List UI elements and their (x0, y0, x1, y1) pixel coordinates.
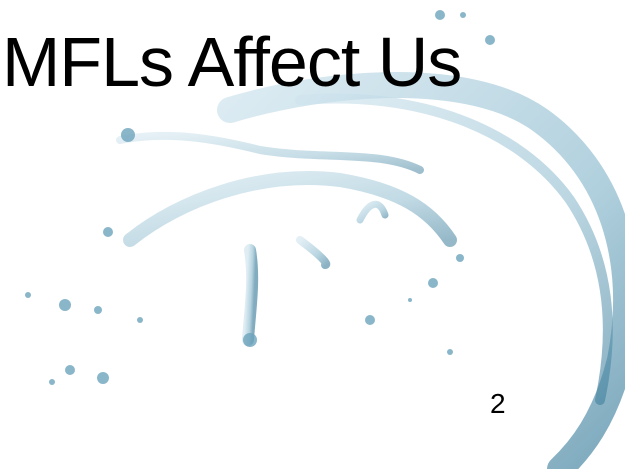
splash-body (120, 85, 625, 469)
slide-title: MFLs Affect Us (2, 22, 461, 102)
slide: MFLs Affect Us 2 (() => { const data = J… (0, 0, 625, 469)
page-number: 2 (490, 388, 506, 420)
